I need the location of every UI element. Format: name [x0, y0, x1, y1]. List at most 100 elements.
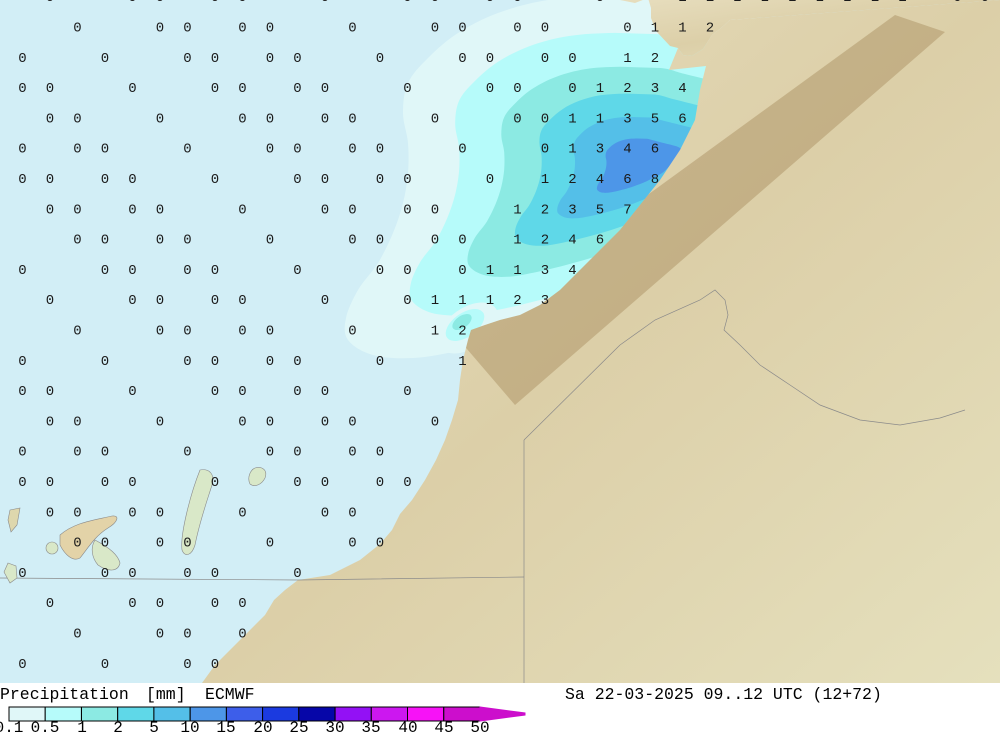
- svg-text:1: 1: [458, 354, 466, 370]
- svg-text:0: 0: [321, 172, 329, 188]
- svg-text:4: 4: [596, 172, 604, 188]
- svg-text:0: 0: [101, 233, 109, 249]
- svg-text:0: 0: [513, 81, 521, 97]
- svg-text:0: 0: [183, 233, 191, 249]
- svg-text:0: 0: [376, 475, 384, 491]
- svg-text:0: 0: [211, 293, 219, 309]
- svg-text:0: 0: [183, 51, 191, 67]
- svg-text:1: 1: [706, 0, 714, 6]
- svg-text:0: 0: [18, 475, 26, 491]
- svg-text:0: 0: [73, 505, 81, 521]
- svg-text:1: 1: [596, 81, 604, 97]
- svg-text:0: 0: [128, 81, 136, 97]
- svg-text:1: 1: [458, 293, 466, 309]
- svg-text:0: 0: [101, 354, 109, 370]
- svg-text:0: 0: [128, 0, 136, 6]
- svg-text:0: 0: [376, 172, 384, 188]
- svg-text:0: 0: [46, 414, 54, 430]
- svg-text:0: 0: [403, 475, 411, 491]
- svg-text:0: 0: [211, 596, 219, 612]
- svg-text:0: 0: [128, 505, 136, 521]
- svg-text:1: 1: [678, 0, 686, 6]
- svg-text:1: 1: [568, 142, 576, 158]
- svg-text:0: 0: [513, 111, 521, 127]
- svg-text:0: 0: [101, 657, 109, 673]
- svg-text:0: 0: [156, 627, 164, 643]
- svg-text:0: 0: [183, 566, 191, 582]
- svg-text:3: 3: [651, 81, 659, 97]
- svg-text:0: 0: [101, 536, 109, 552]
- svg-text:0: 0: [46, 475, 54, 491]
- svg-text:0: 0: [513, 0, 521, 6]
- svg-text:0: 0: [348, 21, 356, 37]
- svg-text:0: 0: [183, 263, 191, 279]
- svg-text:0: 0: [293, 475, 301, 491]
- svg-text:20: 20: [253, 719, 272, 733]
- svg-text:0: 0: [541, 21, 549, 37]
- svg-text:0: 0: [266, 445, 274, 461]
- svg-text:1: 1: [568, 111, 576, 127]
- svg-text:0: 0: [431, 21, 439, 37]
- svg-text:0: 0: [211, 0, 219, 6]
- svg-text:0: 0: [18, 142, 26, 158]
- svg-text:0: 0: [376, 536, 384, 552]
- svg-text:0: 0: [183, 445, 191, 461]
- svg-text:2: 2: [458, 324, 466, 340]
- svg-text:0: 0: [238, 384, 246, 400]
- svg-text:0: 0: [238, 0, 246, 6]
- svg-text:0: 0: [183, 657, 191, 673]
- svg-text:0: 0: [18, 263, 26, 279]
- svg-text:0: 0: [238, 202, 246, 218]
- svg-text:0: 0: [348, 445, 356, 461]
- svg-text:0: 0: [541, 111, 549, 127]
- svg-text:3: 3: [568, 202, 576, 218]
- svg-text:0: 0: [321, 414, 329, 430]
- svg-text:0.1: 0.1: [0, 719, 23, 733]
- svg-text:0: 0: [156, 414, 164, 430]
- svg-text:0: 0: [403, 263, 411, 279]
- svg-text:0: 0: [486, 81, 494, 97]
- svg-text:4: 4: [678, 81, 686, 97]
- svg-text:0: 0: [18, 354, 26, 370]
- svg-text:0: 0: [238, 505, 246, 521]
- svg-text:1: 1: [486, 293, 494, 309]
- svg-text:0: 0: [73, 627, 81, 643]
- svg-text:1: 1: [513, 263, 521, 279]
- svg-text:0: 0: [596, 0, 604, 6]
- svg-text:0: 0: [266, 51, 274, 67]
- svg-text:2: 2: [568, 172, 576, 188]
- svg-text:0: 0: [568, 51, 576, 67]
- svg-text:0: 0: [128, 263, 136, 279]
- svg-text:0: 0: [376, 354, 384, 370]
- svg-text:2: 2: [733, 0, 741, 6]
- svg-text:0: 0: [403, 81, 411, 97]
- svg-text:0: 0: [128, 293, 136, 309]
- svg-text:4: 4: [623, 142, 631, 158]
- svg-text:3: 3: [541, 293, 549, 309]
- svg-text:6: 6: [623, 172, 631, 188]
- svg-text:0: 0: [513, 21, 521, 37]
- svg-text:0: 0: [46, 0, 54, 6]
- svg-text:0: 0: [183, 142, 191, 158]
- svg-text:0: 0: [376, 263, 384, 279]
- svg-text:0: 0: [458, 233, 466, 249]
- svg-text:0: 0: [623, 21, 631, 37]
- svg-text:0: 0: [293, 445, 301, 461]
- svg-text:1: 1: [678, 21, 686, 37]
- svg-text:2: 2: [513, 293, 521, 309]
- svg-text:0: 0: [183, 324, 191, 340]
- svg-text:0: 0: [953, 0, 961, 6]
- svg-text:0: 0: [431, 0, 439, 6]
- svg-text:ECMWF: ECMWF: [205, 685, 255, 704]
- svg-text:0: 0: [128, 596, 136, 612]
- svg-text:0: 0: [348, 142, 356, 158]
- svg-text:0: 0: [431, 111, 439, 127]
- svg-text:0: 0: [18, 384, 26, 400]
- svg-text:0: 0: [376, 233, 384, 249]
- svg-text:0: 0: [238, 111, 246, 127]
- svg-text:2: 2: [541, 233, 549, 249]
- svg-text:0: 0: [18, 566, 26, 582]
- svg-text:0: 0: [981, 0, 989, 6]
- svg-text:0: 0: [46, 384, 54, 400]
- svg-text:0: 0: [46, 505, 54, 521]
